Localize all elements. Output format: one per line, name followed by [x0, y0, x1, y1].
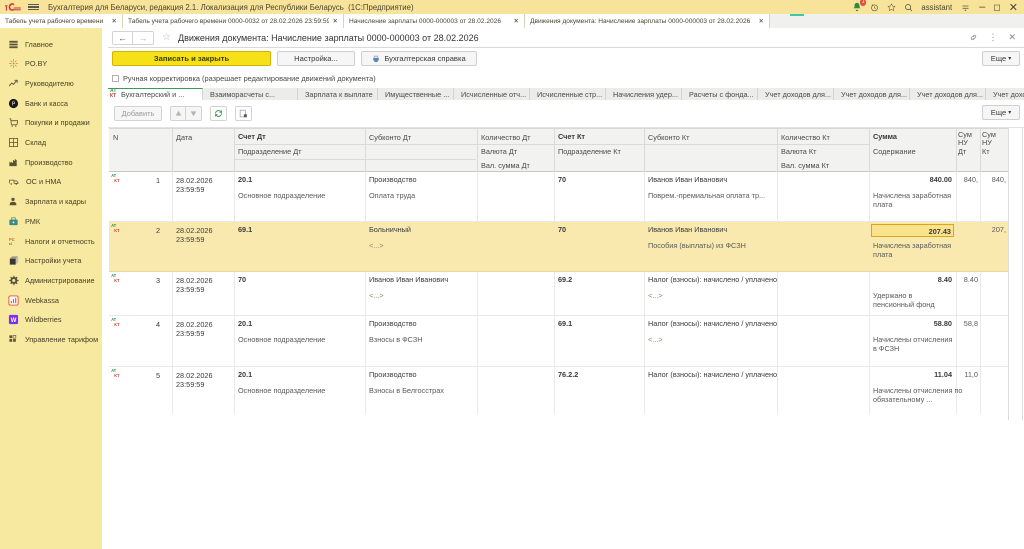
svg-text:W: W [11, 318, 17, 324]
svg-text:в1: в1 [9, 242, 13, 246]
svg-text:РЄ: РЄ [9, 237, 15, 242]
